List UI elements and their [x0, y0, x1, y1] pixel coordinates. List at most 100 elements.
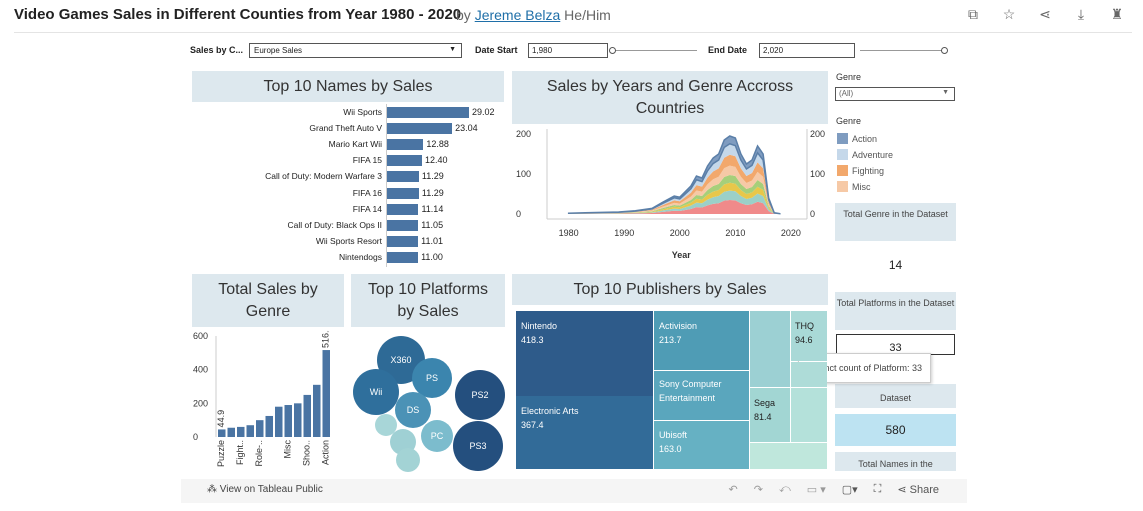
- name-bar[interactable]: [387, 139, 424, 151]
- genre-category-label: Shoo..: [302, 440, 312, 466]
- end-date-slider-handle[interactable]: [941, 47, 948, 54]
- fullscreen-icon[interactable]: ⛶: [873, 483, 882, 495]
- genre-area-layer: [568, 175, 780, 214]
- download-icon[interactable]: ⤓: [1077, 6, 1085, 22]
- genre-bar: [294, 403, 302, 437]
- refresh-icon[interactable]: ▭ ▾: [806, 484, 826, 496]
- genre-bar: [303, 394, 311, 437]
- author-pronouns: He/Him: [564, 7, 611, 23]
- date-start-input[interactable]: 1,980: [528, 43, 608, 58]
- genre-area-layer: [568, 154, 780, 214]
- platform-bubble[interactable]: [396, 448, 420, 472]
- share-icon[interactable]: ⋖: [1039, 6, 1051, 22]
- view-on-tableau-link[interactable]: ⁂ View on Tableau Public: [207, 484, 323, 495]
- name-bar-label: Nintendogs: [338, 251, 382, 262]
- name-bar[interactable]: [387, 235, 419, 247]
- legend-label: Action: [852, 133, 878, 144]
- genre-area-layer: [568, 190, 780, 214]
- name-bar[interactable]: [387, 155, 423, 167]
- genre-area-layer: [567, 135, 781, 215]
- share-footer-button[interactable]: ⋖ Share: [897, 484, 939, 496]
- years-genre-chart: 200 100 0 200 100 0 1980 1990 2000 2010 2020 Year: [516, 129, 825, 260]
- sales-by-select[interactable]: Europe Sales ▼: [249, 43, 462, 58]
- name-bar[interactable]: [387, 107, 469, 118]
- name-bar-value: 11.29: [421, 171, 444, 182]
- treemap-cell-activision[interactable]: Activision 213.7: [654, 311, 749, 370]
- dashboard-title: Video Games Sales in Different Counties …: [14, 6, 462, 23]
- genre-bar: [237, 426, 245, 437]
- genre-category-label: Role-..: [254, 440, 264, 467]
- genre-select[interactable]: (All) ▼: [835, 87, 955, 101]
- header-bar: Video Games Sales in Different Counties …: [0, 0, 1143, 30]
- treemap-cell-sega[interactable]: Sega 81.4: [750, 388, 790, 442]
- platform-bubble[interactable]: [421, 420, 453, 452]
- undo-icon[interactable]: ↶: [728, 484, 738, 496]
- treemap-cell-ubisoft[interactable]: Ubisoft 163.0: [654, 421, 749, 469]
- treemap-cell-small-1[interactable]: [750, 311, 790, 387]
- header-divider: [14, 32, 1132, 33]
- platform-bubble-label: PS: [426, 373, 438, 383]
- treemap-cell-small-2[interactable]: [791, 362, 827, 387]
- legend-item[interactable]: Action: [837, 133, 877, 144]
- treemap-cell-nintendo[interactable]: Nintendo 418.3: [516, 311, 653, 396]
- name-bar-value: 12.40: [425, 155, 448, 166]
- name-bar-label: Mario Kart Wii: [328, 139, 382, 150]
- date-start-slider-handle[interactable]: [609, 47, 616, 54]
- star-icon[interactable]: ☆: [1002, 6, 1016, 22]
- end-date-slider-track[interactable]: [860, 50, 945, 51]
- copy-icon[interactable]: ⧉: [968, 6, 978, 22]
- platform-bubble[interactable]: [455, 370, 505, 420]
- treemap-cell-value: 367.4: [521, 420, 544, 430]
- legend-item[interactable]: Adventure: [837, 149, 893, 160]
- name-bar[interactable]: [387, 171, 419, 183]
- treemap-cell-small-3[interactable]: [791, 388, 827, 442]
- legend-item[interactable]: Misc: [837, 181, 871, 192]
- years-genre-title: Sales by Years and Genre Accross Countri…: [512, 71, 828, 124]
- name-bar[interactable]: [387, 203, 419, 215]
- x-tick-label: 1980: [559, 228, 579, 238]
- platform-bubble[interactable]: [353, 369, 399, 415]
- treemap-cell-electronic-arts[interactable]: Electronic Arts 367.4: [516, 396, 653, 469]
- name-bar[interactable]: [387, 187, 419, 199]
- platform-bubble[interactable]: [453, 421, 503, 471]
- name-bar-value: 12.88: [426, 139, 449, 150]
- platform-bubble[interactable]: [412, 358, 452, 398]
- y-tick-label: 100: [516, 169, 531, 179]
- platform-bubble-label: PS2: [471, 390, 488, 400]
- y-tick-label: 400: [193, 365, 208, 375]
- sales-by-value: Europe Sales: [254, 46, 303, 55]
- by-text: by: [456, 7, 471, 23]
- treemap-cell-name: Electronic Arts: [521, 406, 579, 416]
- third-kpi-label: Dataset: [835, 384, 956, 408]
- name-bar-label: FIFA 15: [352, 155, 382, 166]
- revert-icon[interactable]: ⤺: [778, 483, 791, 495]
- legend-item[interactable]: Fighting: [837, 165, 884, 176]
- platform-bubble[interactable]: [375, 414, 397, 436]
- top-names-title: Top 10 Names by Sales: [192, 71, 504, 102]
- name-bar-label: Call of Duty: Modern Warfare 3: [265, 171, 382, 182]
- treemap-cell-sony[interactable]: Sony Computer Entertainment: [654, 371, 749, 420]
- name-bar[interactable]: [387, 123, 453, 135]
- author-link[interactable]: Jereme Belza: [474, 7, 561, 23]
- top-platforms-title: Top 10 Platforms by Sales: [351, 274, 505, 327]
- y-tick-label: 600: [193, 331, 208, 341]
- genre-category-label: Fight..: [235, 440, 245, 465]
- profile-icon[interactable]: ♜: [1110, 6, 1124, 22]
- chevron-down-icon: ▼: [449, 46, 456, 53]
- top-names-chart: Wii Sports 29.02 Grand Theft Auto V 23.04 Ma…: [192, 104, 504, 269]
- name-bar[interactable]: [387, 219, 419, 231]
- tableau-footer: ⁂ View on Tableau Public ↶ ↷ ⤺ ▭ ▾ ▢▾ ⛶ …: [181, 479, 967, 503]
- x-tick-label: 2000: [670, 228, 690, 238]
- y-tick-label: 0: [193, 432, 198, 442]
- date-start-slider-track[interactable]: [612, 50, 697, 51]
- redo-icon[interactable]: ↷: [753, 484, 763, 496]
- name-bar[interactable]: [387, 251, 419, 263]
- platform-bubble[interactable]: [395, 392, 431, 428]
- treemap-cell-small-4[interactable]: [750, 443, 827, 469]
- end-date-input[interactable]: 2,020: [759, 43, 855, 58]
- third-kpi-value: 580: [835, 414, 956, 446]
- total-platforms-box[interactable]: 33: [836, 334, 955, 355]
- comment-icon[interactable]: ▢▾: [841, 484, 858, 496]
- legend-label: Misc: [852, 181, 871, 192]
- treemap-cell-thq[interactable]: THQ 94.6: [791, 311, 827, 361]
